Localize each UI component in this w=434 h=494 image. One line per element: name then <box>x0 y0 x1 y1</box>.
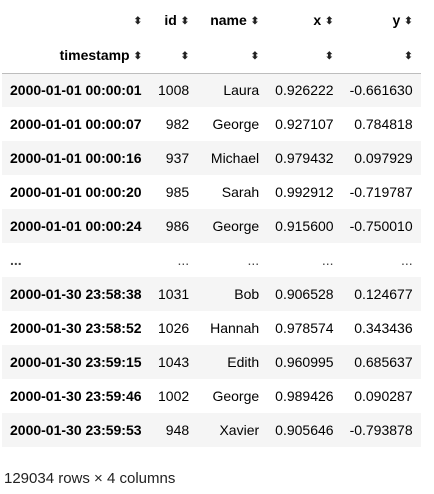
index-header-blank-id[interactable]: ⬍ <box>150 38 198 74</box>
cell-x: 0.992912 <box>275 184 334 200</box>
cell-id: 1031 <box>158 286 190 302</box>
cell-name: George <box>212 116 260 132</box>
sort-icon: ⬍ <box>404 51 413 63</box>
cell-id: 986 <box>165 218 190 234</box>
cell-name: Xavier <box>219 422 260 438</box>
cell-x: 0.906528 <box>275 286 334 302</box>
cell-name: Laura <box>223 82 260 99</box>
cell-id: 937 <box>165 150 190 166</box>
cell-y: 0.343436 <box>354 320 413 336</box>
row-index-cell: 2000-01-30 23:59:46 <box>10 388 142 404</box>
cell-x: 0.926222 <box>275 82 334 99</box>
sort-icon: ⬍ <box>133 16 142 27</box>
cell-id: 1026 <box>158 320 190 336</box>
row-index-cell: 2000-01-30 23:59:53 <box>10 422 142 438</box>
index-header-blank-y[interactable]: ⬍ <box>341 38 421 74</box>
cell-x: 0.905646 <box>275 422 334 438</box>
cell-x: 0.989426 <box>275 388 334 404</box>
column-header-label: name <box>210 12 247 28</box>
sort-icon: ⬍ <box>133 51 142 63</box>
column-header-x[interactable]: x ⬍ <box>267 2 341 38</box>
cell-id: 982 <box>165 116 190 132</box>
row-index-cell: 2000-01-30 23:59:15 <box>10 354 142 370</box>
cell-name: Hannah <box>210 320 260 336</box>
cell-name: Bob <box>234 286 260 302</box>
cell-x: ... <box>321 252 334 268</box>
cell-x: 0.915600 <box>275 218 334 234</box>
sort-icon: ⬍ <box>250 16 260 27</box>
sort-icon: ⬍ <box>180 16 190 27</box>
cell-id: 1002 <box>158 388 190 404</box>
cell-y: -0.750010 <box>349 218 413 234</box>
table-row: 2000-01-30 23:59:46 1002 George 0.989426… <box>2 379 421 413</box>
cell-id: ... <box>177 252 190 268</box>
index-header-label: timestamp <box>59 47 130 64</box>
index-header-blank-x[interactable]: ⬍ <box>267 38 342 74</box>
row-index-cell: 2000-01-30 23:58:38 <box>10 286 142 302</box>
row-index-cell: ... <box>10 252 22 268</box>
cell-name: Edith <box>227 354 260 370</box>
sort-icon: ⬍ <box>180 51 190 63</box>
index-header-blank-name[interactable]: ⬍ <box>197 38 268 74</box>
column-header-name[interactable]: name ⬍ <box>197 2 267 38</box>
dataframe-table: ⬍ id ⬍ name ⬍ x ⬍ y ⬍ timestamp ⬍ ⬍ ⬍ ⬍ ⬍ 200… <box>2 2 421 447</box>
column-header-row: ⬍ id ⬍ name ⬍ x ⬍ y ⬍ <box>2 2 421 38</box>
sort-icon: ⬍ <box>250 51 260 63</box>
cell-x: 0.960995 <box>275 354 334 370</box>
table-row: 2000-01-30 23:58:38 1031 Bob 0.906528 0.… <box>2 277 421 311</box>
column-header-y[interactable]: y ⬍ <box>342 2 421 38</box>
cell-y: -0.719787 <box>349 184 413 200</box>
column-header-label: x <box>313 12 322 28</box>
column-header-id[interactable]: id ⬍ <box>150 2 197 38</box>
table-row: 2000-01-01 00:00:07 982 George 0.927107 … <box>2 107 421 141</box>
table-row: 2000-01-30 23:58:52 1026 Hannah 0.978574… <box>2 311 421 345</box>
index-header-timestamp[interactable]: timestamp ⬍ <box>2 38 150 74</box>
row-index-cell: 2000-01-01 00:00:16 <box>10 150 142 166</box>
table-row: 2000-01-01 00:00:20 985 Sarah 0.992912 -… <box>2 175 421 209</box>
cell-x: 0.979432 <box>275 150 334 166</box>
column-header-label: y <box>392 12 401 28</box>
cell-id: 985 <box>165 184 190 200</box>
sort-icon: ⬍ <box>325 51 334 63</box>
row-index-cell: 2000-01-01 00:00:20 <box>10 184 142 200</box>
table-row: 2000-01-30 23:59:53 948 Xavier 0.905646 … <box>2 413 421 447</box>
cell-x: 0.978574 <box>275 320 334 336</box>
table-row: 2000-01-01 00:00:01 1008 Laura 0.926222 … <box>2 73 421 107</box>
index-header-row: timestamp ⬍ ⬍ ⬍ ⬍ ⬍ <box>2 38 421 74</box>
row-index-cell: 2000-01-01 00:00:07 <box>10 116 142 132</box>
cell-x: 0.927107 <box>275 116 334 132</box>
cell-name: Michael <box>210 150 260 166</box>
row-index-cell: 2000-01-30 23:58:52 <box>10 320 142 336</box>
cell-y: 0.784818 <box>354 116 413 132</box>
cell-y: 0.097929 <box>354 150 413 166</box>
sort-icon: ⬍ <box>325 16 334 27</box>
table-row: 2000-01-01 00:00:24 986 George 0.915600 … <box>2 209 421 243</box>
cell-id: 1008 <box>158 82 190 99</box>
cell-name: ... <box>247 252 260 268</box>
cell-id: 1043 <box>158 354 190 370</box>
table-row: 2000-01-30 23:59:15 1043 Edith 0.960995 … <box>2 345 421 379</box>
cell-y: 0.124677 <box>354 286 413 302</box>
cell-name: George <box>212 218 260 234</box>
cell-name: George <box>212 388 260 404</box>
cell-y: -0.661630 <box>349 82 413 99</box>
column-header-label: id <box>164 12 177 28</box>
cell-name: Sarah <box>221 184 260 200</box>
sort-icon: ⬍ <box>404 16 413 27</box>
cell-y: ... <box>400 252 413 268</box>
row-index-cell: 2000-01-01 00:00:01 <box>10 82 142 99</box>
cell-id: 948 <box>165 422 190 438</box>
ellipsis-row: ... ... ... ... ... <box>2 243 421 277</box>
corner-header-cell[interactable]: ⬍ <box>2 2 150 38</box>
cell-y: 0.685637 <box>354 354 413 370</box>
shape-summary: 129034 rows × 4 columns <box>4 470 176 487</box>
cell-y: 0.090287 <box>354 388 413 404</box>
cell-y: -0.793878 <box>349 422 413 438</box>
table-row: 2000-01-01 00:00:16 937 Michael 0.979432… <box>2 141 421 175</box>
row-index-cell: 2000-01-01 00:00:24 <box>10 218 142 234</box>
